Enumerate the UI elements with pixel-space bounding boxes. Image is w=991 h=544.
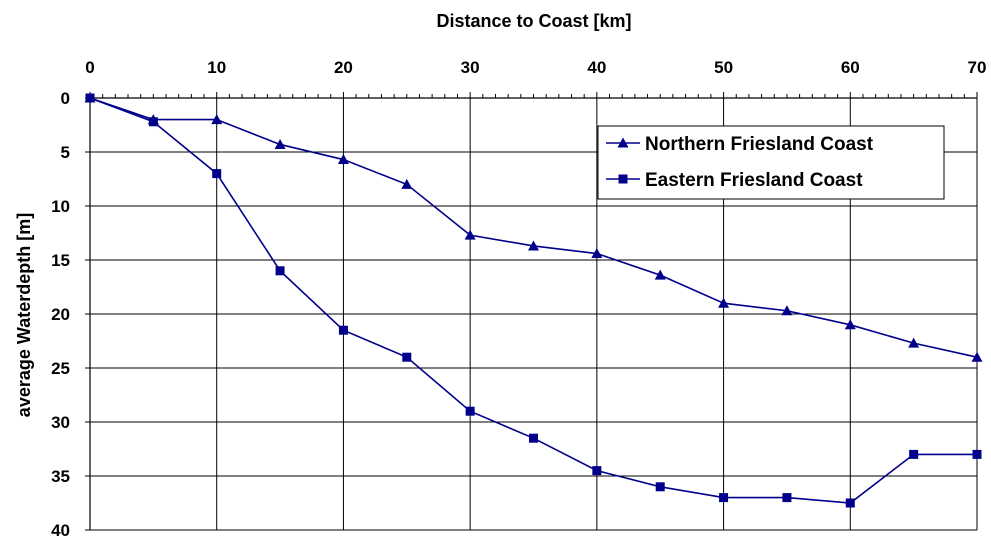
- y-tick-label: 30: [51, 413, 70, 432]
- legend: Northern Friesland Coast Eastern Frieslan…: [597, 125, 945, 200]
- series-2-point: [592, 466, 602, 476]
- series-2-point: [719, 493, 729, 503]
- y-tick-label: 35: [51, 467, 70, 486]
- x-tick-label: 10: [207, 58, 226, 77]
- series-2-point: [655, 482, 665, 492]
- y-axis-title: average Waterdepth [m]: [14, 213, 34, 417]
- series-1-point: [591, 248, 603, 259]
- legend-label: Eastern Friesland Coast: [645, 170, 863, 191]
- x-axis-title: Distance to Coast [km]: [436, 11, 631, 31]
- legend-swatch-marker: [617, 137, 629, 148]
- legend-label: Northern Friesland Coast: [645, 134, 874, 155]
- series-1-point: [781, 305, 793, 316]
- x-tick-label: 60: [841, 58, 860, 77]
- x-tick-label: 40: [587, 58, 606, 77]
- series-1-point: [401, 178, 413, 189]
- series-2-point: [529, 433, 538, 443]
- series-2-point: [148, 117, 158, 127]
- x-tick-label: 70: [968, 58, 987, 77]
- series-1-point: [908, 337, 920, 348]
- series-2-point: [909, 449, 919, 459]
- series-2-point: [212, 169, 222, 179]
- series-1-point: [337, 154, 349, 165]
- series-2-point: [275, 266, 285, 276]
- series-1-point: [718, 297, 730, 308]
- series-2-point: [845, 498, 855, 508]
- series-1-point: [844, 319, 856, 330]
- series-1-point: [274, 138, 286, 149]
- legend-swatch-marker: [618, 174, 628, 184]
- y-tick-label: 10: [51, 197, 70, 216]
- series-1-point: [528, 240, 539, 251]
- y-tick-label: 15: [51, 251, 70, 270]
- series-1-point: [211, 114, 223, 125]
- series-2-point: [402, 352, 412, 362]
- x-tick-label: 50: [714, 58, 733, 77]
- y-tick-label: 25: [51, 359, 70, 378]
- series-1-point: [971, 351, 983, 362]
- x-tick-label: 0: [85, 58, 94, 77]
- series-2-point: [782, 493, 792, 503]
- series-2-point: [972, 449, 982, 459]
- series-1-point: [654, 269, 666, 280]
- series-2-point: [85, 93, 95, 103]
- y-tick-label: 40: [51, 521, 70, 539]
- y-tick-label: 20: [51, 305, 70, 324]
- x-tick-label: 30: [461, 58, 480, 77]
- x-tick-label: 20: [334, 58, 353, 77]
- legend-box: [597, 125, 945, 200]
- y-tick-label: 0: [61, 89, 70, 108]
- y-tick-label: 5: [61, 143, 70, 162]
- series-2-point: [465, 406, 475, 416]
- series-2-point: [338, 325, 348, 335]
- series-1-point: [464, 229, 476, 240]
